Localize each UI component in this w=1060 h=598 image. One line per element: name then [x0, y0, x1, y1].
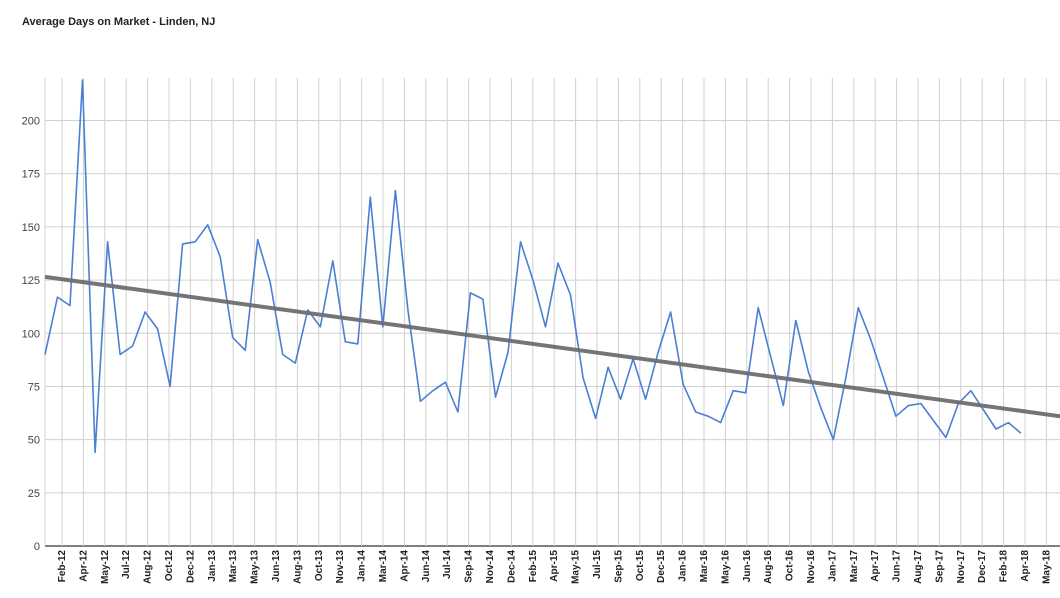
x-tick-label: Dec-15 — [656, 550, 667, 583]
x-tick-label: Jun-16 — [742, 550, 753, 583]
x-tick-label: Jun-14 — [421, 550, 432, 583]
x-tick-label: Jun-17 — [892, 550, 903, 583]
y-tick-label: 150 — [22, 222, 40, 234]
x-tick-label: Dec-17 — [977, 550, 988, 583]
y-tick-label: 175 — [22, 169, 40, 181]
x-tick-label: Apr-17 — [870, 550, 881, 582]
x-tick-label: May-12 — [100, 550, 111, 584]
x-tick-label: Nov-16 — [806, 550, 817, 584]
x-tick-label: Jul-14 — [442, 550, 453, 579]
x-tick-label: Jun-13 — [271, 550, 282, 583]
x-tick-label: Dec-14 — [506, 550, 517, 583]
y-tick-label: 25 — [28, 488, 40, 500]
x-tick-label: May-16 — [720, 550, 731, 584]
y-tick-label: 50 — [28, 435, 40, 447]
series-layer — [44, 79, 1060, 454]
x-tick-label: Sep-17 — [934, 550, 945, 583]
x-tick-label: Sep-15 — [613, 550, 624, 583]
chart-title: Average Days on Market - Linden, NJ — [22, 16, 216, 28]
x-tick-label: Dec-12 — [185, 550, 196, 583]
x-tick-label: Aug-12 — [143, 550, 154, 584]
series-line-days-on-market — [44, 79, 1022, 454]
x-tick-label: Jan-14 — [357, 550, 368, 582]
x-tick-label: Mar-14 — [378, 550, 389, 583]
x-axis-tick-labels: Feb-12 Apr-12 May-12 Jul-12 Aug-12 Oct-12 Dec-… — [57, 550, 1052, 584]
x-tick-label: Apr-15 — [549, 550, 560, 582]
x-tick-label: Sep-14 — [464, 550, 475, 583]
x-tick-label: Feb-18 — [999, 550, 1010, 583]
trendline — [44, 274, 1060, 419]
x-tick-label: Nov-14 — [485, 550, 496, 584]
x-tick-label: May-18 — [1041, 550, 1052, 584]
x-tick-label: Jan-16 — [678, 550, 689, 582]
x-tick-label: Jul-15 — [592, 550, 603, 579]
x-tick-label: Aug-16 — [763, 550, 774, 584]
x-tick-label: May-15 — [571, 550, 582, 584]
x-tick-label: Aug-17 — [913, 550, 924, 584]
x-tick-label: Nov-17 — [956, 550, 967, 584]
x-tick-label: Mar-16 — [699, 550, 710, 583]
y-tick-label: 0 — [34, 541, 40, 553]
x-tick-label: Oct-16 — [785, 550, 796, 582]
x-tick-label: May-13 — [250, 550, 261, 584]
x-tick-label: Mar-17 — [849, 550, 860, 583]
grid-lines — [44, 78, 1060, 547]
x-tick-label: Feb-12 — [57, 550, 68, 583]
x-tick-label: Apr-18 — [1020, 550, 1031, 582]
x-tick-label: Apr-14 — [399, 550, 410, 582]
x-tick-label: Oct-13 — [314, 550, 325, 582]
x-tick-label: Mar-13 — [228, 550, 239, 583]
x-tick-label: Oct-15 — [635, 550, 646, 582]
x-tick-label: Jan-13 — [207, 550, 218, 582]
y-tick-label: 200 — [22, 116, 40, 128]
y-tick-label: 100 — [22, 328, 40, 340]
y-tick-label: 75 — [28, 381, 40, 393]
x-tick-label: Oct-12 — [164, 550, 175, 582]
y-axis-tick-labels: 0 25 50 75 100 125 150 175 200 — [22, 116, 40, 553]
x-tick-label: Nov-13 — [335, 550, 346, 584]
x-tick-label: Aug-13 — [292, 550, 303, 584]
x-tick-label: Feb-15 — [528, 550, 539, 583]
x-tick-label: Jan-17 — [827, 550, 838, 582]
y-tick-label: 125 — [22, 275, 40, 287]
x-tick-label: Jul-12 — [121, 550, 132, 579]
x-tick-label: Apr-12 — [78, 550, 89, 582]
